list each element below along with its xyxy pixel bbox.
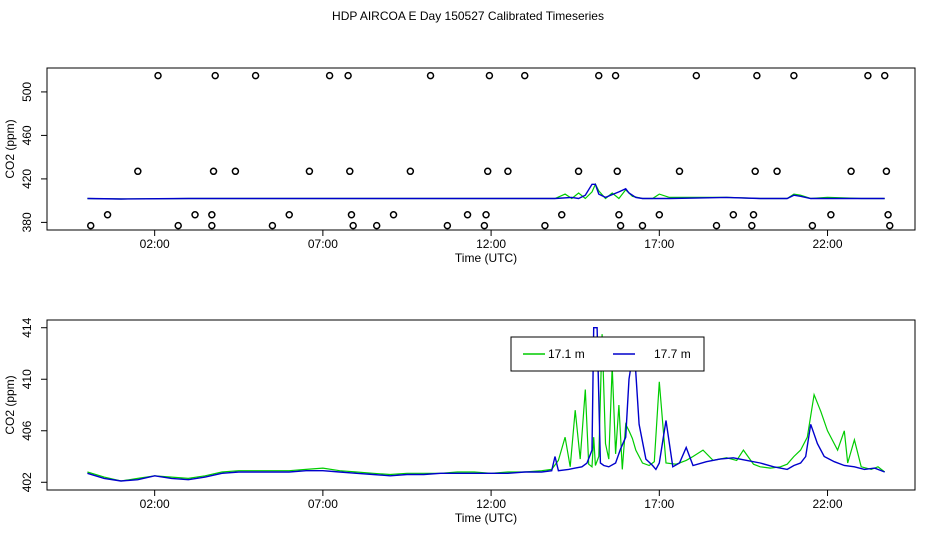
calibration-point (406, 167, 415, 176)
calibration-point (347, 211, 356, 219)
calibration-point (325, 71, 334, 80)
calibration-point (482, 211, 490, 219)
y-axis-label: CO2 (ppm) (3, 375, 17, 434)
calibration-point (557, 211, 566, 219)
x-tick-label: 07:00 (308, 497, 338, 511)
calibration-point (174, 221, 182, 230)
x-axis-label: Time (UTC) (455, 511, 517, 525)
plot-area (87, 327, 886, 482)
x-tick-label: 12:00 (476, 497, 506, 511)
calibration-point (753, 71, 761, 80)
calibration-point (773, 167, 781, 176)
calibration-point (103, 211, 112, 219)
calibration-point (191, 211, 199, 219)
calibration-point (729, 211, 738, 219)
calibration-point (655, 211, 664, 219)
calibration-point (344, 71, 352, 80)
calibration-point (541, 221, 549, 230)
calibration-point (372, 221, 381, 230)
calibration-point (268, 221, 277, 230)
calibration-point (574, 167, 583, 176)
calibration-point (611, 71, 620, 80)
calibration-point (880, 71, 889, 80)
calibration-point (864, 71, 872, 80)
calibration-point (208, 211, 216, 219)
calibration-point (483, 167, 492, 176)
legend-label-2: 17.7 m (654, 347, 691, 361)
plot-frame (46, 319, 916, 491)
legend-label-1: 17.1 m (548, 347, 585, 361)
y-tick-label: 410 (20, 369, 34, 389)
calibration-point (692, 71, 701, 80)
y-tick-label: 500 (20, 82, 34, 102)
calibration-point (751, 167, 759, 176)
calibration-point (134, 167, 142, 176)
x-tick-label: 17:00 (644, 497, 674, 511)
series-line-1 (87, 334, 886, 482)
x-tick-label: 17:00 (644, 237, 674, 251)
calibration-point (485, 71, 494, 80)
calibration-point (463, 211, 472, 219)
x-tick-label: 22:00 (813, 497, 843, 511)
series-line-2 (87, 327, 885, 482)
x-tick-label: 07:00 (308, 237, 338, 251)
x-tick-label: 22:00 (813, 237, 843, 251)
calibration-point (86, 221, 95, 230)
calibration-point (884, 211, 892, 219)
calibration-point (209, 167, 218, 176)
calibration-point (389, 211, 398, 219)
calibration-point (251, 71, 260, 80)
x-tick-label: 02:00 (140, 497, 170, 511)
calibration-point (886, 221, 894, 230)
calibration-point (346, 167, 354, 176)
page-title: HDP AIRCOA E Day 150527 Calibrated Times… (332, 9, 604, 23)
calibration-point (847, 167, 855, 176)
plot-frame (46, 67, 916, 231)
calibration-point (349, 221, 357, 230)
calibration-point (285, 211, 293, 219)
calibration-point (638, 221, 647, 230)
y-axis-label: CO2 (ppm) (3, 119, 17, 178)
calibration-point (595, 71, 603, 80)
calibration-point (790, 71, 798, 80)
calibration-point (615, 211, 623, 219)
calibration-point (616, 221, 625, 230)
calibration-point (827, 211, 835, 219)
calibration-point (211, 71, 219, 80)
y-tick-label: 380 (20, 212, 34, 232)
x-tick-label: 02:00 (140, 237, 170, 251)
series-line-2 (87, 183, 885, 200)
calibration-point (426, 71, 435, 80)
calibration-point (443, 221, 452, 230)
y-tick-label: 420 (20, 169, 34, 189)
y-tick-label: 414 (20, 317, 34, 337)
x-axis-label: Time (UTC) (455, 251, 517, 265)
calibration-point (748, 221, 756, 230)
calibration-point (520, 71, 529, 80)
calibration-point (208, 221, 216, 230)
y-tick-label: 406 (20, 420, 34, 440)
calibration-point (231, 167, 240, 176)
chart-2: 02:00 07:00 12:00 17:00 22:00 402 406 410 414 Tim… (3, 317, 916, 525)
y-tick-label: 402 (20, 472, 34, 492)
series-line-1 (87, 182, 885, 200)
calibration-point (504, 167, 512, 176)
calibration-point (154, 71, 162, 80)
plot-area (87, 182, 885, 200)
y-tick-label: 460 (20, 125, 34, 145)
calibration-point (882, 167, 891, 176)
legend: 17.1 m 17.7 m (510, 336, 705, 372)
calibration-point (613, 167, 622, 176)
calibration-point (305, 167, 314, 176)
calibration-point (480, 221, 489, 230)
chart-1: 02:00 07:00 12:00 17:00 22:00 380 420 460 500 Tim… (3, 67, 916, 265)
calibration-point (675, 167, 684, 176)
calibration-point (808, 221, 817, 230)
calibration-point (749, 211, 758, 219)
calibration-point (712, 221, 721, 230)
x-tick-label: 12:00 (476, 237, 506, 251)
